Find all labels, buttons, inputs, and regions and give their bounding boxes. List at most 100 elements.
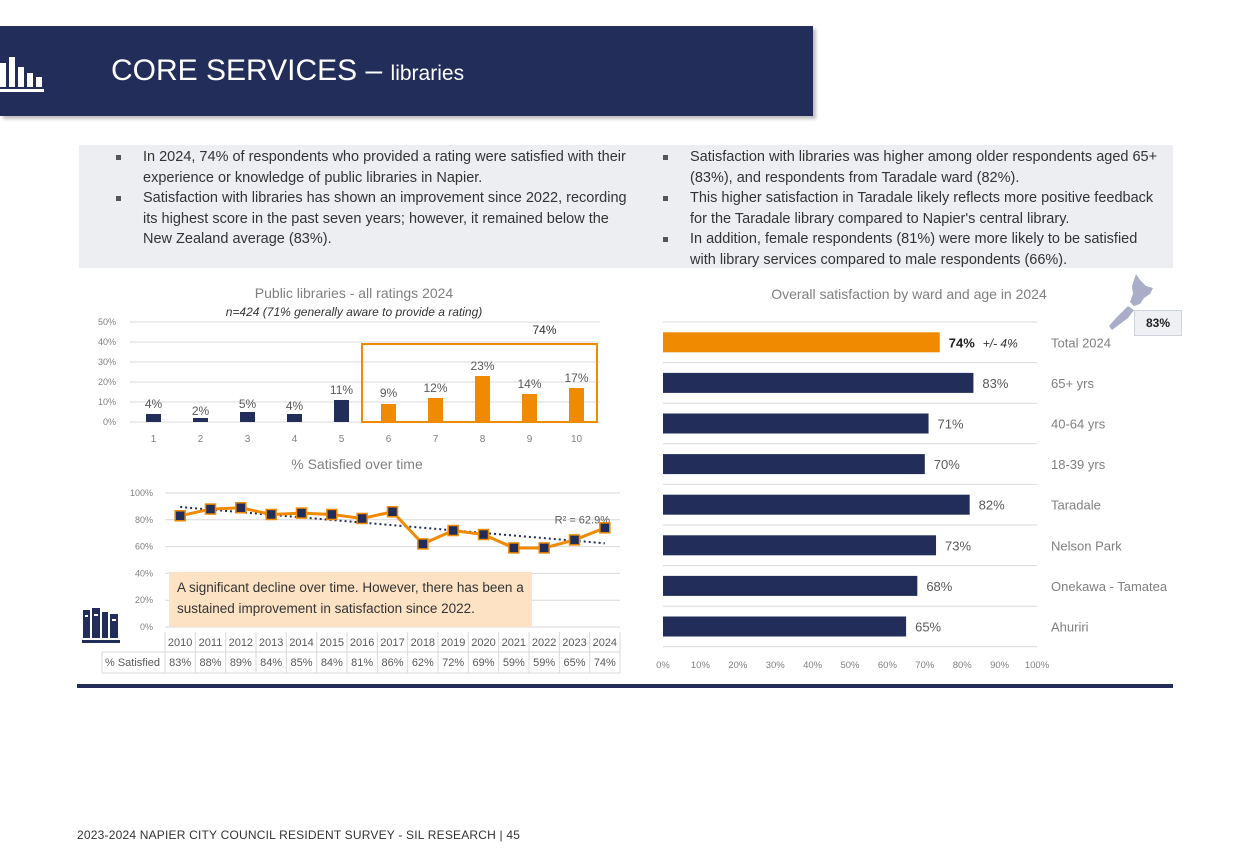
x-tick-label: 70% bbox=[915, 660, 935, 671]
page-title-main: CORE SERVICES bbox=[111, 54, 358, 87]
summary-box: In 2024, 74% of respondents who provided… bbox=[79, 145, 1173, 268]
bar-chart-icon bbox=[0, 57, 44, 92]
x-tick-label: 2022 bbox=[532, 637, 556, 649]
chart-title: Public libraries - all ratings 2024 bbox=[255, 285, 454, 301]
table-cell: 86% bbox=[381, 657, 403, 669]
data-point bbox=[326, 508, 338, 521]
bar bbox=[428, 398, 443, 422]
x-tick-label: 6 bbox=[386, 434, 392, 445]
bar bbox=[334, 400, 349, 422]
category-label: Total 2024 bbox=[1051, 335, 1111, 350]
data-point bbox=[599, 522, 611, 534]
category-label: 40-64 yrs bbox=[1051, 417, 1106, 432]
y-tick-label: 0% bbox=[140, 622, 153, 632]
x-tick-label: 7 bbox=[433, 434, 439, 445]
data-point bbox=[235, 501, 247, 514]
data-label: 14% bbox=[517, 377, 541, 391]
data-label: 11% bbox=[330, 383, 353, 397]
data-label: 65% bbox=[915, 620, 941, 635]
table-cell: 83% bbox=[169, 657, 191, 669]
x-tick-label: 2017 bbox=[380, 637, 404, 649]
data-point bbox=[477, 528, 490, 541]
y-tick-label: 60% bbox=[135, 542, 153, 552]
table-cell: 88% bbox=[199, 657, 221, 669]
table-row-label: % Satisfied bbox=[105, 657, 160, 669]
summary-right-column: Satisfaction with libraries was higher a… bbox=[659, 147, 1159, 270]
highlight-box bbox=[361, 343, 598, 423]
data-point bbox=[204, 503, 217, 515]
x-tick-label: 10 bbox=[571, 434, 583, 445]
divider bbox=[77, 684, 1173, 688]
table-cell: 59% bbox=[503, 657, 525, 669]
x-tick-label: 2015 bbox=[320, 637, 344, 649]
nz-average-badge: 83% bbox=[1134, 310, 1182, 336]
x-tick-label: 9 bbox=[527, 434, 533, 445]
x-tick-label: 1 bbox=[151, 434, 157, 445]
x-tick-label: 0% bbox=[656, 660, 670, 671]
data-label: 2% bbox=[192, 404, 210, 418]
data-label: 74% bbox=[949, 335, 975, 350]
data-point bbox=[356, 512, 368, 525]
x-tick-label: 60% bbox=[878, 660, 898, 671]
bar bbox=[663, 332, 940, 353]
data-label: 4% bbox=[145, 397, 163, 411]
y-tick-label: 0% bbox=[103, 417, 116, 427]
data-point bbox=[447, 524, 459, 537]
x-tick-label: 2021 bbox=[502, 637, 526, 649]
data-label: 73% bbox=[945, 538, 971, 553]
table-cell: 81% bbox=[351, 657, 373, 669]
category-label: Ahuriri bbox=[1051, 620, 1089, 635]
y-tick-label: 40% bbox=[98, 337, 116, 347]
table-cell: 74% bbox=[594, 657, 616, 669]
bar bbox=[663, 494, 970, 515]
x-tick-label: 4 bbox=[292, 434, 298, 445]
data-point bbox=[386, 506, 399, 518]
x-tick-label: 2020 bbox=[471, 637, 495, 649]
data-label: 71% bbox=[938, 417, 964, 432]
trendline bbox=[180, 506, 605, 545]
x-tick-label: 5 bbox=[339, 434, 345, 445]
y-tick-label: 20% bbox=[98, 377, 116, 387]
header-banner: CORE SERVICES – libraries bbox=[0, 26, 813, 116]
y-tick-label: 30% bbox=[98, 357, 116, 367]
y-tick-label: 20% bbox=[135, 595, 153, 605]
table-cell: 65% bbox=[563, 657, 585, 669]
highlight-total-label: 74% bbox=[532, 323, 556, 337]
data-label: 4% bbox=[286, 399, 304, 413]
ward-age-bar-chart: Overall satisfaction by ward and age in … bbox=[656, 286, 1168, 671]
x-tick-label: 2011 bbox=[199, 637, 223, 649]
summary-bullet: In 2024, 74% of respondents who provided… bbox=[112, 147, 632, 188]
x-tick-label: 90% bbox=[990, 660, 1010, 671]
summary-bullet: Satisfaction with libraries was higher a… bbox=[659, 147, 1159, 188]
bar bbox=[663, 454, 925, 475]
bar bbox=[475, 376, 490, 422]
data-label: 83% bbox=[982, 376, 1008, 391]
x-tick-label: 2019 bbox=[441, 637, 465, 649]
y-tick-label: 100% bbox=[130, 488, 153, 498]
bar bbox=[663, 372, 974, 393]
table-cell: 84% bbox=[260, 657, 282, 669]
summary-bullet: This higher satisfaction in Taradale lik… bbox=[659, 188, 1159, 229]
ratings-bar-chart: Public libraries - all ratings 2024 n=42… bbox=[98, 285, 600, 445]
bar bbox=[287, 414, 302, 422]
x-tick-label: 2012 bbox=[229, 637, 253, 649]
y-tick-label: 50% bbox=[98, 317, 116, 327]
x-tick-label: 2016 bbox=[350, 637, 374, 649]
data-label: 82% bbox=[979, 498, 1005, 513]
data-point bbox=[568, 534, 581, 546]
y-tick-label: 10% bbox=[98, 397, 116, 407]
data-label: 70% bbox=[934, 457, 960, 472]
table-cell: 62% bbox=[412, 657, 434, 669]
table-cell: 89% bbox=[230, 657, 252, 669]
x-tick-label: 2 bbox=[198, 434, 204, 445]
bar bbox=[663, 413, 929, 434]
table-cell: 84% bbox=[321, 657, 343, 669]
page-footer: 2023-2024 NAPIER CITY COUNCIL RESIDENT S… bbox=[77, 828, 521, 842]
page-title: CORE SERVICES – libraries bbox=[111, 54, 464, 88]
y-tick-label: 80% bbox=[135, 515, 153, 525]
table-cell: 85% bbox=[290, 657, 312, 669]
x-tick-label: 2024 bbox=[593, 637, 617, 649]
bar bbox=[663, 575, 918, 596]
data-label: 5% bbox=[239, 397, 257, 411]
data-label: 9% bbox=[380, 386, 398, 400]
